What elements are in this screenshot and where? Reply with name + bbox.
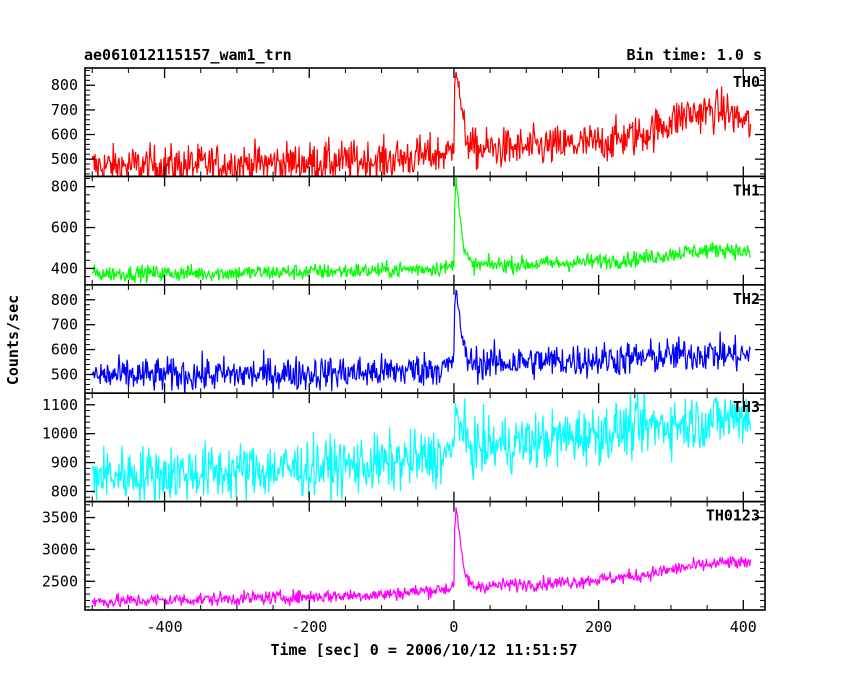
y-tick-label: 900 — [51, 454, 78, 472]
y-tick-label: 3000 — [42, 540, 78, 558]
panels-group: 500 600 700 800 TH0 400 600 800 TH1 500 600 700 800 T… — [42, 67, 766, 636]
chart-title: ae061012115157_wam1_trn — [84, 46, 292, 64]
y-tick-label: 1100 — [42, 396, 78, 414]
series-line-th2 — [91, 289, 752, 394]
x-tick-label: 0 — [449, 618, 458, 636]
y-tick-label: 400 — [51, 259, 78, 277]
y-tick-label: 800 — [51, 482, 78, 500]
series-line-th0 — [91, 71, 752, 177]
x-tick-label: 400 — [730, 618, 757, 636]
y-tick-label: 1000 — [42, 425, 78, 443]
y-tick-label: 600 — [51, 341, 78, 359]
y-axis-label: Counts/sec — [4, 295, 22, 385]
y-tick-label: 600 — [51, 219, 78, 237]
y-tick-label: 800 — [51, 178, 78, 196]
y-tick-label: 500 — [51, 366, 78, 384]
bin-time-label: Bin time: 1.0 s — [627, 46, 762, 64]
series-line-th1 — [91, 176, 752, 284]
y-tick-label: 700 — [51, 316, 78, 334]
panel-label-th3: TH3 — [733, 398, 760, 416]
x-tick-label: -400 — [147, 618, 183, 636]
panel-label-th0123: TH0123 — [706, 507, 760, 525]
y-tick-label: 600 — [51, 126, 78, 144]
panel-frame-th0 — [84, 67, 766, 178]
y-tick-label: 800 — [51, 76, 78, 94]
series-line-th0123 — [91, 507, 752, 609]
panel-label-th0: TH0 — [733, 73, 760, 91]
y-tick-label: 500 — [51, 150, 78, 168]
panel-label-th2: TH2 — [733, 290, 760, 308]
y-tick-label: 700 — [51, 101, 78, 119]
y-tick-label: 2500 — [42, 572, 78, 590]
y-tick-label: 3500 — [42, 509, 78, 527]
panel-label-th1: TH1 — [733, 181, 760, 199]
panel-frame-th0123 — [84, 500, 766, 611]
x-tick-label: -200 — [291, 618, 327, 636]
series-line-th3 — [91, 393, 752, 502]
x-axis-label: Time [sec] 0 = 2006/10/12 11:51:57 — [270, 641, 577, 659]
x-tick-label: 200 — [585, 618, 612, 636]
panel-frame-th2 — [84, 283, 766, 394]
y-tick-label: 800 — [51, 291, 78, 309]
